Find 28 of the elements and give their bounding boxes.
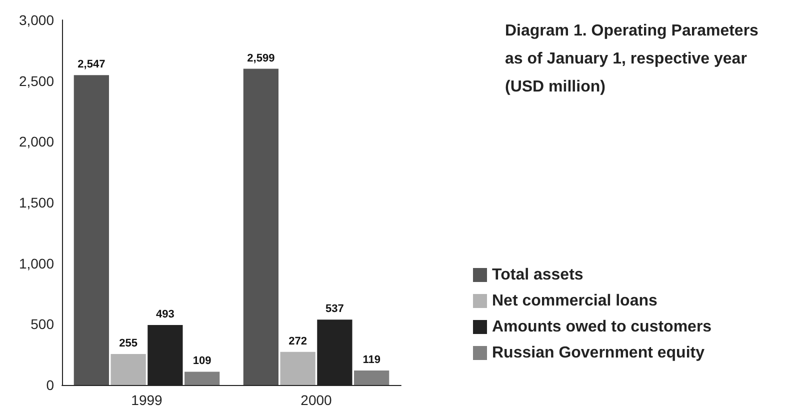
x-tick-label: 2000: [300, 392, 332, 408]
data-label: 119: [362, 354, 380, 366]
bar: [74, 75, 109, 385]
x-tick-label: 1999: [131, 392, 163, 408]
data-label: 109: [192, 355, 212, 368]
bar: [110, 354, 146, 385]
bar: [184, 372, 220, 385]
text: Diagram 1. Operating Parameters as of January 1, respective year (USD million): [505, 22, 763, 96]
bar: [280, 352, 316, 385]
bar: [354, 370, 390, 385]
y-tick-label: 2,000: [18, 134, 54, 150]
legend-label: Amounts owed to customers: [492, 318, 712, 336]
y-tick-label: 500: [30, 316, 54, 332]
legend-label: Total assets: [492, 266, 584, 284]
y-tick-label: 0: [46, 377, 54, 393]
y-tick-label: 1,000: [18, 255, 54, 272]
data-label: 537: [326, 303, 344, 316]
data-label: 272: [288, 335, 307, 348]
data-label: 2,599: [247, 52, 275, 64]
y-tick-label: 1,500: [18, 194, 54, 210]
y-tick-label: 3,000: [18, 12, 54, 28]
y-tick-label: 2,500: [18, 72, 54, 89]
bar: [243, 68, 278, 385]
data-label: 493: [156, 308, 174, 321]
legend-label: Net commercial loans: [492, 292, 658, 310]
data-label: 255: [119, 337, 138, 350]
data-label: 2,547: [78, 58, 106, 71]
legend-label: Russian Government equity: [492, 344, 705, 362]
